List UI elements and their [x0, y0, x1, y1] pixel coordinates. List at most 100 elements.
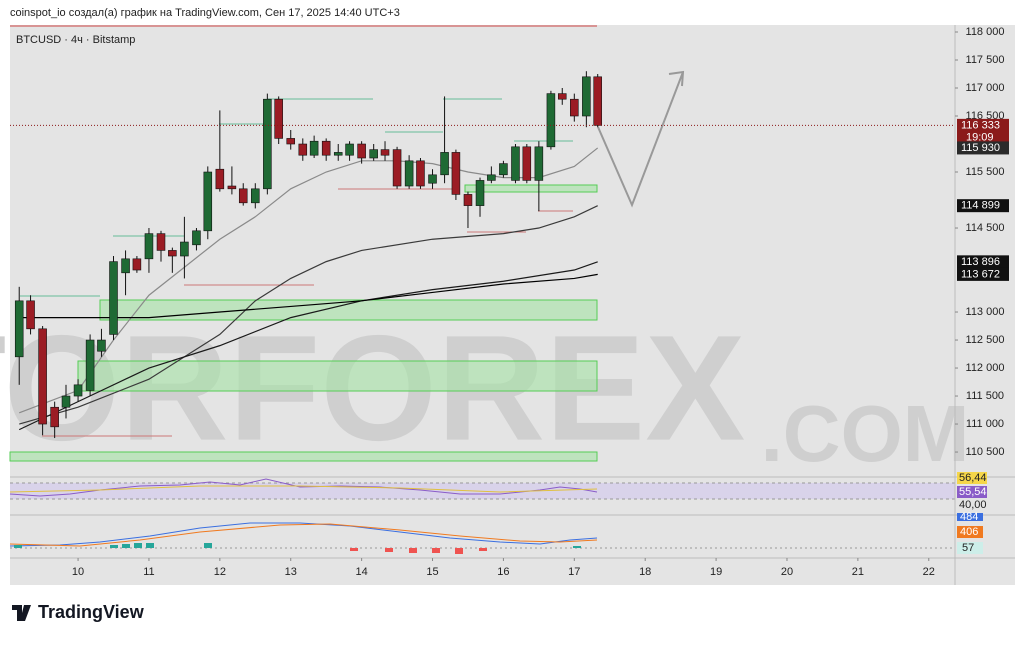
y-tick-label: 114 500 — [966, 222, 1005, 234]
candle-body — [380, 149, 390, 156]
price-label-box — [957, 118, 1009, 145]
candle-body — [97, 339, 106, 352]
candle-body — [357, 143, 366, 159]
rsi-label: 40,00 — [959, 499, 987, 511]
x-tick-label: 16 — [497, 566, 509, 578]
candle-body — [61, 395, 71, 408]
macd-pane: 484 406 57 — [9, 511, 1015, 554]
price-label: 113 672 — [961, 268, 1000, 280]
x-tick-label: 15 — [426, 566, 438, 578]
x-tick-label: 18 — [639, 566, 651, 578]
price-label-box — [957, 255, 1009, 269]
hist-bar — [14, 545, 22, 548]
candle-body — [309, 140, 319, 156]
candle-body — [557, 93, 567, 100]
x-tick-label: 21 — [852, 566, 864, 578]
macd-label: 57 — [962, 542, 974, 554]
candle-body — [274, 98, 283, 139]
candle-body — [156, 233, 166, 251]
hist-bar — [204, 543, 212, 548]
candle-body — [73, 384, 83, 397]
hist-bar — [385, 548, 393, 552]
candle-body — [26, 300, 35, 330]
forecast-arrow — [597, 71, 684, 208]
hist-bar — [479, 548, 487, 551]
rsi-pane: 56,44 55,54 40,00 — [9, 472, 1015, 511]
y-tick-label: 113 000 — [966, 306, 1005, 318]
rsi-label-box — [957, 486, 987, 498]
y-tick-label: 118 000 — [966, 26, 1005, 38]
candle-body — [475, 180, 485, 206]
candle-body — [570, 98, 579, 117]
candle-body — [416, 160, 425, 187]
candle-body — [369, 149, 378, 159]
candle-body — [582, 76, 591, 117]
candle-body — [85, 339, 95, 391]
x-tick-label: 20 — [781, 566, 793, 578]
y-tick-label: 112 000 — [966, 362, 1005, 374]
hist-bar — [409, 548, 417, 553]
candle-body — [263, 98, 272, 190]
macd-label-box — [957, 542, 983, 554]
candle-body — [333, 152, 343, 156]
y-tick-label: 110 500 — [966, 446, 1005, 458]
macd-label: 484 — [960, 511, 978, 523]
y-tick-label: 111 000 — [966, 418, 1004, 430]
price-label: 114 899 — [961, 200, 1000, 212]
logo-icon — [12, 605, 31, 621]
zone — [99, 299, 598, 321]
candle-body — [499, 163, 508, 176]
y-tick-label: 115 500 — [966, 166, 1005, 178]
hist-bar — [134, 543, 142, 548]
rsi-label: 56,44 — [959, 472, 987, 484]
x-tick-label: 22 — [923, 566, 935, 578]
candle-body — [546, 93, 556, 148]
candle-body — [215, 168, 225, 190]
arrow-head — [668, 70, 685, 87]
candle-body — [38, 328, 47, 425]
countdown: 19:09 — [966, 131, 994, 143]
y-tick-label: 112 500 — [966, 334, 1005, 346]
signal-line — [9, 523, 598, 547]
x-tick-label: 19 — [710, 566, 722, 578]
candle-body — [14, 300, 24, 358]
price-label: 116 333 — [961, 119, 1000, 131]
candle-body — [121, 258, 130, 274]
x-tick-label: 17 — [568, 566, 580, 578]
header: coinspot_io создал(а) график на TradingV… — [10, 7, 400, 19]
x-tick-label: 11 — [143, 566, 154, 578]
candle-body — [428, 174, 437, 184]
hist-bar — [122, 544, 130, 548]
hist-bar — [432, 548, 440, 553]
x-tick-label: 12 — [214, 566, 226, 578]
candle-body — [345, 143, 354, 156]
candle-body — [238, 188, 248, 204]
histogram — [350, 548, 487, 554]
macd-label-box — [957, 513, 983, 521]
candle-body — [286, 138, 296, 145]
rsi-label: 55,54 — [959, 486, 987, 498]
y-tick-label: 111 500 — [966, 390, 1004, 402]
hist-bar — [573, 546, 581, 548]
candle-body — [534, 146, 544, 181]
candle-body — [168, 250, 177, 257]
y-tick-label: 117 000 — [966, 82, 1005, 94]
footer-logo: TradingView — [38, 602, 145, 622]
y-tick-label: 117 500 — [966, 54, 1005, 66]
x-tick-label: 13 — [285, 566, 297, 578]
hist-bar — [146, 543, 154, 548]
rsi-ma — [9, 485, 598, 493]
candle-body — [50, 406, 59, 428]
symbol-title: BTCUSD · 4ч · Bitstamp — [16, 34, 135, 46]
zone — [464, 184, 598, 193]
candle-body — [227, 185, 237, 190]
candle-body — [404, 160, 414, 187]
candle-body — [203, 171, 213, 232]
candle-body — [463, 194, 473, 206]
moving-average — [19, 205, 598, 425]
candle-body — [522, 146, 532, 181]
x-tick-label: 10 — [72, 566, 84, 578]
hist-bar — [350, 548, 358, 551]
zone — [77, 360, 598, 392]
